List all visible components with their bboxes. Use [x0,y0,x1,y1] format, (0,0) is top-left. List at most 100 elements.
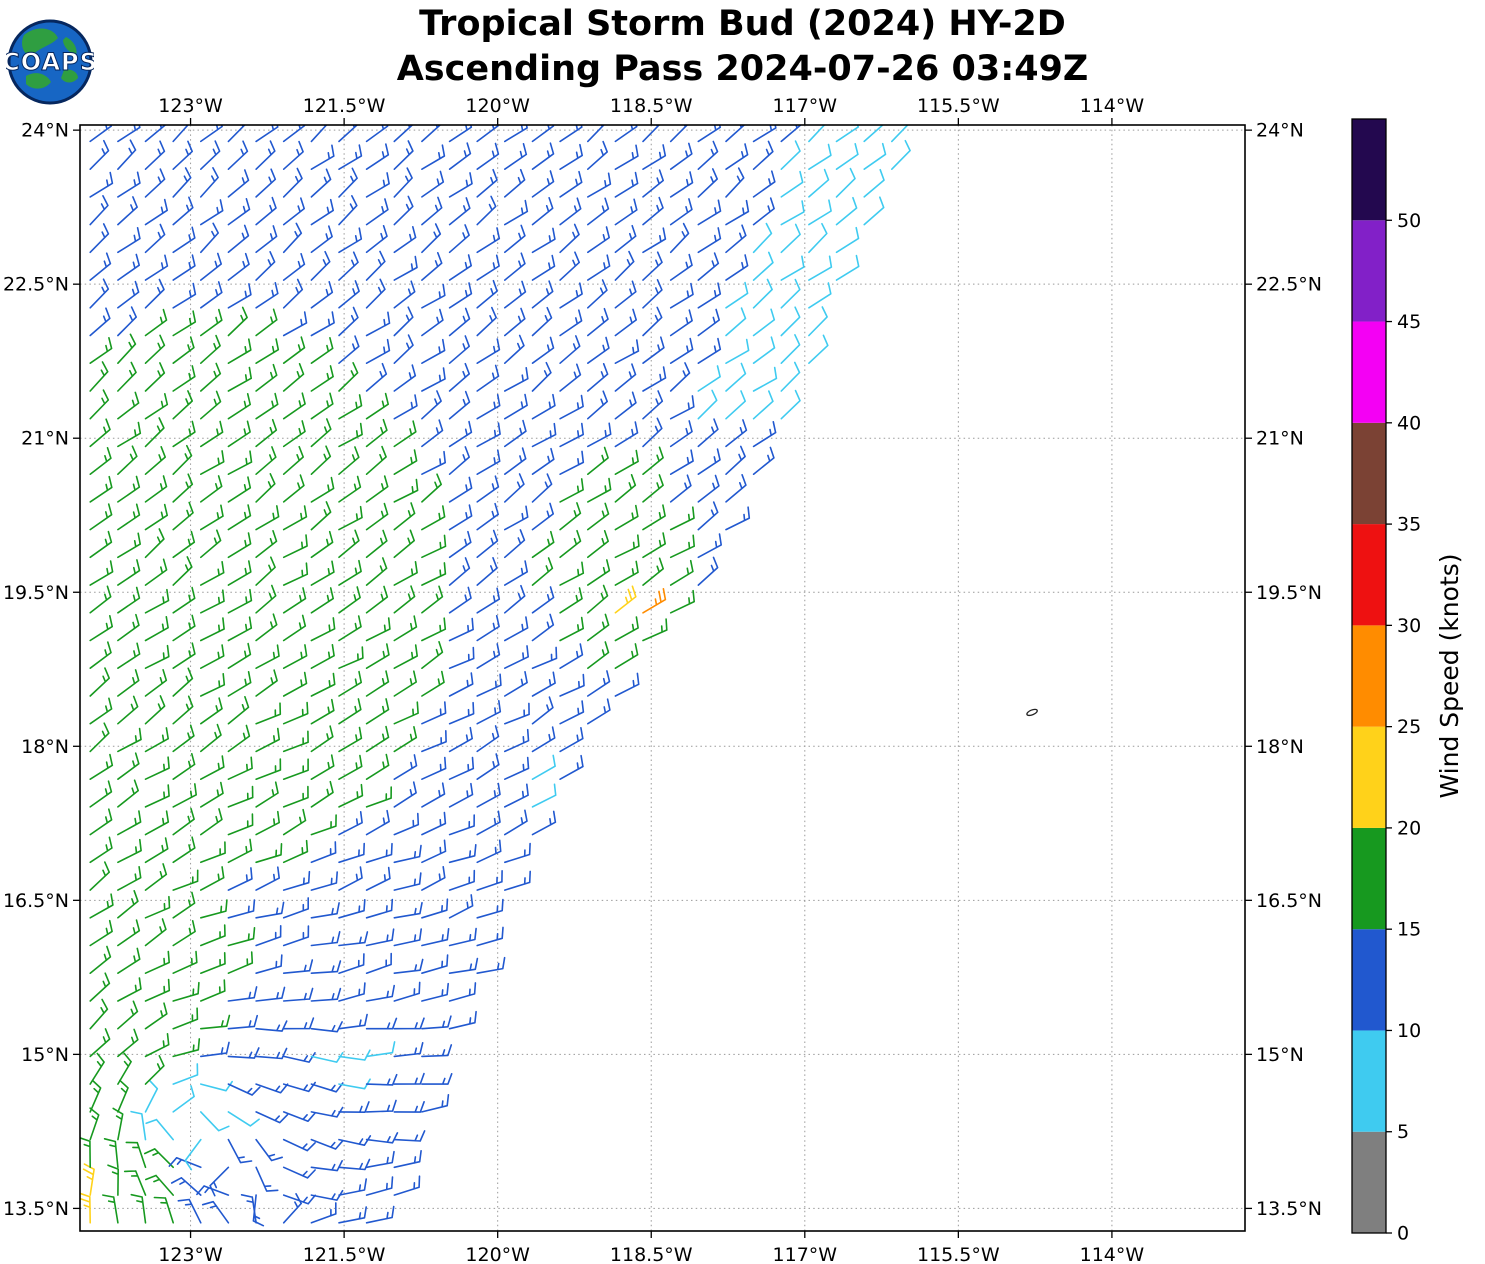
wind-barb [725,224,747,254]
wind-barb [338,754,363,780]
wind-barb [255,901,285,919]
wind-barb [172,254,196,281]
wind-barb [338,615,362,642]
wind-barb [393,585,416,614]
wind-barb [172,586,196,614]
wind-barb [255,556,276,586]
wind-barb [669,198,693,226]
wind-barb [172,1038,201,1058]
wind-barb [282,1052,316,1063]
colorbar-tick-label: 20 [1397,817,1421,839]
wind-barb [255,1020,288,1032]
wind-barb [255,530,278,559]
wind-barb [697,168,718,198]
wind-barb [365,585,389,614]
wind-barb [200,723,222,753]
wind-barb [365,725,390,753]
wind-barb [614,308,637,337]
wind-barb [642,227,667,254]
wind-barb [338,899,366,919]
wind-barb [393,255,418,281]
wind-barb [725,419,748,448]
wind-barb [255,613,278,642]
wind-barb [697,282,722,309]
wind-barb [282,671,308,697]
colorbar-border [1351,118,1387,1234]
colorbar-segment [1352,726,1386,828]
wind-barb [780,334,801,364]
wind-barb [255,282,279,309]
wind-barb [255,225,278,254]
y-tick-label-left: 18°N [21,736,69,758]
wind-barb [587,140,608,170]
wind-barb [282,987,314,1002]
wind-barb [117,977,142,1002]
wind-barb [531,646,558,669]
wind-barb [144,918,167,947]
wind-barb [642,144,667,170]
wind-barb [282,1193,302,1224]
wind-barb [310,931,341,947]
wind-barb [310,198,334,226]
wind-barb [112,1107,124,1141]
wind-barb [393,1017,425,1030]
wind-barb [227,899,256,919]
colorbar-tick-label: 5 [1397,1121,1409,1143]
wind-barb [200,199,224,226]
colorbar-tick-label: 25 [1397,716,1421,738]
wind-barb [310,587,334,614]
wind-barb [117,306,137,337]
wind-barb [117,171,141,198]
wind-barb [89,195,109,226]
wind-barb [614,171,639,198]
wind-barb [310,1160,343,1172]
wind-barb [172,444,193,475]
wind-barb [614,672,640,697]
wind-barb [504,671,528,697]
wind-barb [227,306,248,337]
wind-barb [587,197,610,226]
y-tick-label-right: 16.5°N [1256,890,1322,912]
wind-barb [587,559,611,586]
wind-barb [752,278,773,309]
x-tick-label-bottom: 123°W [158,1244,223,1264]
wind-barb [642,279,663,309]
wind-barb [476,449,501,475]
wind-barb [780,170,804,198]
wind-barb [89,1028,111,1058]
wind-barb [282,1017,315,1030]
wind-barb [448,172,473,198]
wind-barb [365,172,390,198]
wind-barb [421,390,442,420]
wind-barb [338,1135,372,1146]
wind-barb [891,139,911,170]
wind-barb [282,336,306,364]
wind-barb [725,254,749,281]
wind-barb [587,530,609,559]
wind-barb [172,167,192,198]
wind-barb [476,306,497,337]
wind-barb [697,448,721,475]
wind-barb [200,420,224,448]
wind-barb [117,503,141,531]
logo-landmass [63,37,77,55]
wind-barb [614,224,637,254]
wind-barb [393,958,424,974]
wind-barb [365,698,390,725]
wind-barb [144,669,168,697]
wind-barb [725,474,747,503]
wind-barb [365,643,390,669]
wind-barb [642,532,666,559]
wind-barb [421,928,450,947]
wind-barb [200,841,226,864]
colorbar-tick-label: 50 [1397,210,1421,232]
wind-barb [227,198,251,226]
wind-barb [614,643,639,669]
wind-barb [338,280,360,309]
wind-barb [89,836,113,864]
wind-barb [338,422,363,448]
wind-barb [282,392,306,420]
wind-barb [697,501,719,531]
wind-barb [835,226,860,254]
wind-barb [227,224,250,254]
